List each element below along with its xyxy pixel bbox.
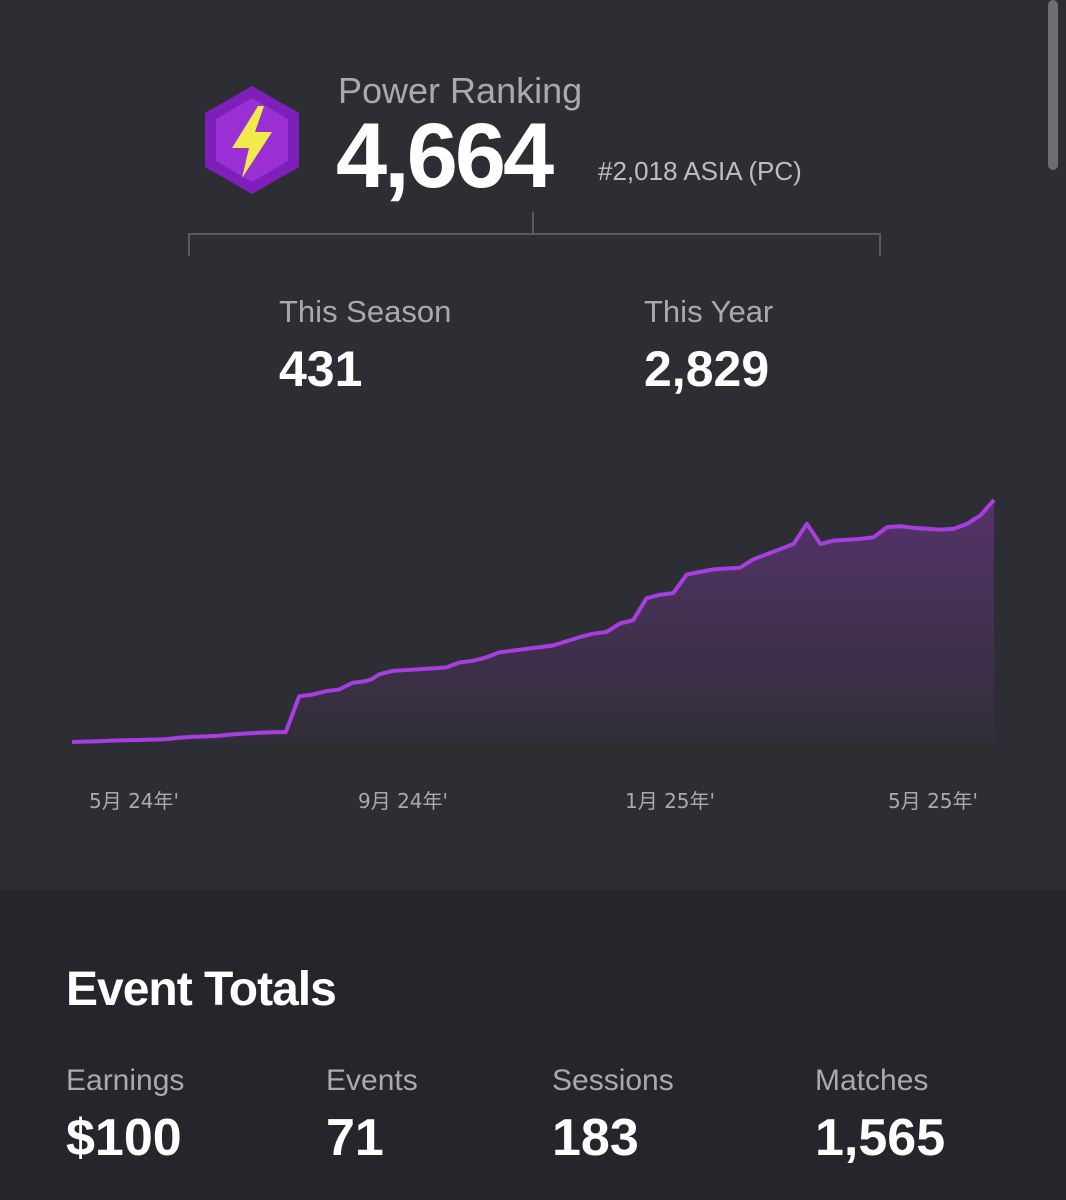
matches-value: 1,565 [815, 1109, 946, 1167]
scrollbar-thumb[interactable] [1048, 0, 1058, 170]
power-ranking-label: Power Ranking [338, 70, 583, 111]
chart-series-line [71, 498, 996, 744]
x-tick-label: 5月 25年' [888, 789, 978, 813]
earnings-value: $100 [66, 1109, 182, 1167]
earnings-label: Earnings [66, 1064, 185, 1097]
power-ranking-chart: 5月 24年' 9月 24年' 1月 25年' 5月 25年' [71, 498, 996, 813]
x-tick-label: 9月 24年' [358, 789, 448, 813]
x-tick-label: 1月 25年' [625, 789, 715, 813]
events-label: Events [326, 1064, 418, 1097]
sessions-label: Sessions [552, 1064, 674, 1097]
regional-rank: #2,018 ASIA (PC) [598, 156, 802, 186]
sessions-value: 183 [552, 1109, 639, 1167]
chart-area-fill [72, 500, 994, 742]
year-value: 2,829 [644, 341, 770, 397]
event-totals-panel [0, 890, 1066, 1200]
events-value: 71 [326, 1109, 384, 1167]
year-label: This Year [644, 294, 774, 329]
event-totals-title: Event Totals [66, 963, 337, 1016]
matches-label: Matches [815, 1064, 929, 1097]
season-value: 431 [279, 341, 363, 397]
x-tick-label: 5月 24年' [89, 789, 179, 813]
season-label: This Season [279, 294, 452, 329]
power-ranking-value: 4,664 [336, 105, 554, 207]
lightning-bolt-hexagon-icon [205, 86, 299, 194]
